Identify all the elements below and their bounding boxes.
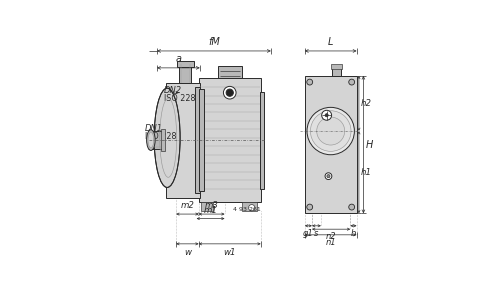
Bar <box>162 129 165 151</box>
Text: m1: m1 <box>204 207 218 215</box>
Bar <box>179 64 192 83</box>
Circle shape <box>325 114 328 117</box>
Circle shape <box>325 173 332 180</box>
Ellipse shape <box>148 132 154 148</box>
Text: m3: m3 <box>205 202 218 210</box>
Bar <box>196 87 200 193</box>
Text: ISO 228: ISO 228 <box>164 94 195 103</box>
Text: n1: n1 <box>326 238 336 247</box>
Circle shape <box>226 89 234 96</box>
Bar <box>198 89 204 191</box>
Text: 4 93 261: 4 93 261 <box>234 207 261 212</box>
Circle shape <box>349 204 354 210</box>
Circle shape <box>224 86 236 99</box>
Text: n2: n2 <box>326 232 336 241</box>
Ellipse shape <box>146 130 155 150</box>
Circle shape <box>307 79 312 85</box>
Circle shape <box>310 111 351 151</box>
Circle shape <box>322 110 332 120</box>
Polygon shape <box>166 83 200 197</box>
Bar <box>332 67 340 76</box>
Text: a: a <box>176 54 182 64</box>
Bar <box>201 202 213 211</box>
Bar <box>305 76 356 213</box>
Text: m2: m2 <box>180 202 194 210</box>
Bar <box>330 64 342 69</box>
Circle shape <box>307 204 312 210</box>
Bar <box>152 131 164 149</box>
Circle shape <box>248 205 255 211</box>
Circle shape <box>307 107 354 155</box>
Text: h2: h2 <box>361 99 372 108</box>
Text: ISO 228: ISO 228 <box>144 132 176 141</box>
Bar <box>218 66 242 78</box>
Text: s: s <box>314 229 318 238</box>
Text: g1: g1 <box>303 229 314 238</box>
Text: DN1: DN1 <box>144 124 162 133</box>
Text: H: H <box>366 139 374 150</box>
Text: fM: fM <box>208 37 220 47</box>
Circle shape <box>316 117 344 145</box>
Text: w1: w1 <box>224 248 236 257</box>
Bar <box>260 91 264 189</box>
Circle shape <box>198 213 200 215</box>
Bar <box>242 202 258 211</box>
Text: DN2: DN2 <box>164 86 182 95</box>
Circle shape <box>327 175 330 178</box>
Ellipse shape <box>154 88 180 188</box>
Text: b: b <box>351 229 356 238</box>
Bar <box>198 78 261 202</box>
Text: w: w <box>184 248 191 257</box>
Circle shape <box>349 79 354 85</box>
Text: h1: h1 <box>361 168 372 177</box>
Bar <box>176 61 194 67</box>
Text: L: L <box>328 37 334 47</box>
